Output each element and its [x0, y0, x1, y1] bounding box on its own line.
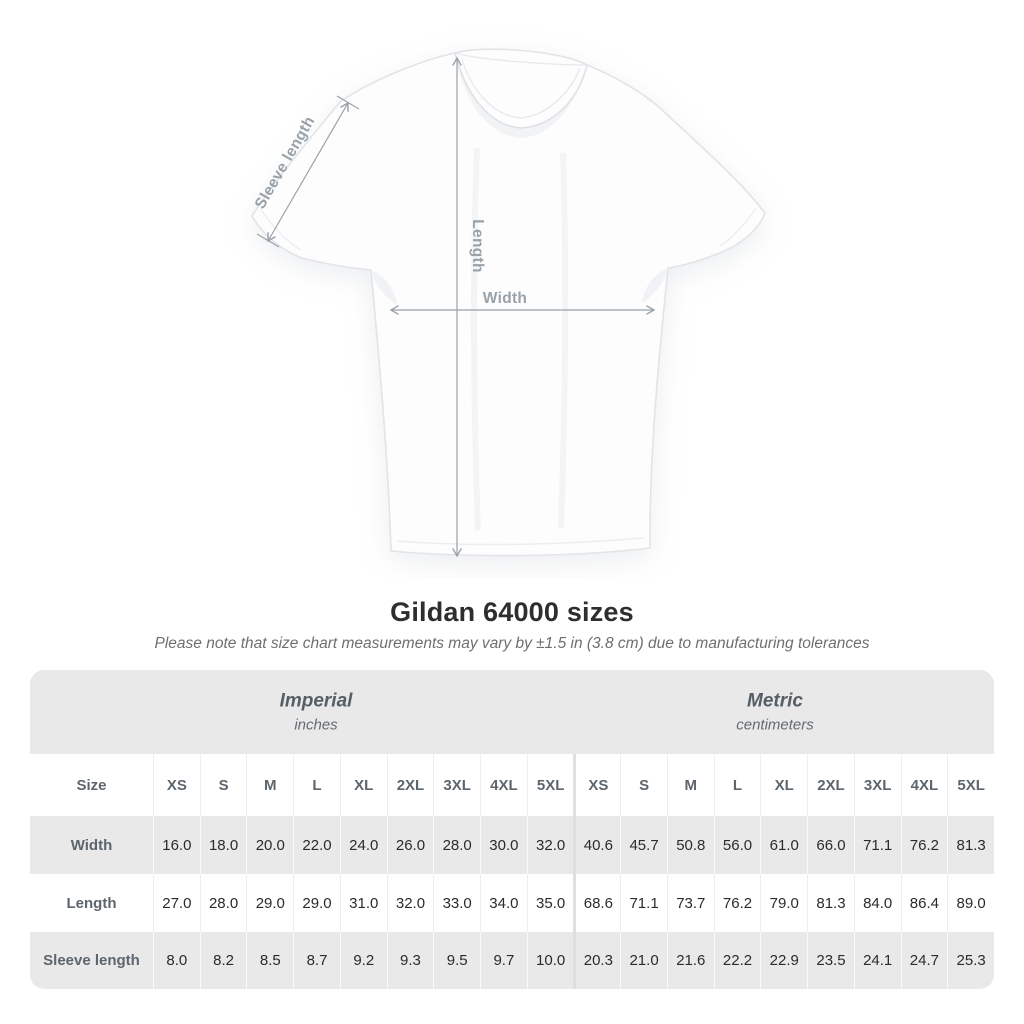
measurement-value-cell: 28.0 [433, 816, 480, 874]
measurement-value-cell: 9.3 [386, 932, 434, 989]
measurement-value-cell: 76.2 [900, 816, 948, 874]
metric-group-header: Metric centimeters [736, 691, 814, 734]
width-label: Width [483, 290, 527, 307]
measurement-value-cell: 89.0 [947, 874, 994, 932]
measurement-value-cell: 10.0 [526, 932, 574, 989]
size-header-cell: 2XL [807, 754, 854, 816]
measurement-value-cell: 20.0 [246, 816, 293, 874]
measurement-value-cell: 31.0 [339, 874, 387, 932]
tolerance-note: Please note that size chart measurements… [154, 635, 870, 652]
measurement-value-cell: 73.7 [666, 874, 714, 932]
size-header-cell: 4XL [900, 754, 948, 816]
size-header-cell: 5XL [947, 754, 994, 816]
measurement-value-cell: 29.0 [246, 874, 293, 932]
measurement-value-cell: 66.0 [807, 816, 854, 874]
measurement-value-cell: 79.0 [760, 874, 807, 932]
measurement-value-cell: 81.3 [947, 816, 994, 874]
measurement-value-cell: 40.6 [573, 816, 620, 874]
size-header-cell: M [246, 754, 293, 816]
measurement-value-cell: 76.2 [713, 874, 761, 932]
sleeve-dimension-line [267, 101, 349, 243]
sleeve-dimension-tick-bottom [256, 233, 280, 248]
measurement-value-cell: 20.3 [573, 932, 620, 989]
measurement-value-cell: 26.0 [386, 816, 434, 874]
row-label-cell: Sleeve length [43, 952, 140, 969]
tshirt-graphic [251, 48, 766, 557]
metric-label: Metric [747, 690, 803, 712]
imperial-unit-label: inches [294, 716, 338, 734]
size-header-cell: 3XL [853, 754, 901, 816]
measurement-value-cell: 9.5 [433, 932, 480, 989]
row-label-cell: Length [66, 894, 117, 912]
measurement-value-cell: 8.0 [153, 932, 200, 989]
measurement-value-cell: 56.0 [713, 816, 761, 874]
measurement-value-cell: 16.0 [153, 816, 200, 874]
measurement-value-cell: 22.2 [713, 932, 761, 989]
size-header-cell: 5XL [526, 754, 574, 816]
measurement-value-cell: 24.7 [900, 932, 948, 989]
size-column-header: Size [76, 776, 107, 794]
measurement-value-cell: 8.2 [199, 932, 247, 989]
size-header-cell: S [199, 754, 247, 816]
measurement-value-cell: 9.7 [480, 932, 527, 989]
measurement-value-cell: 28.0 [199, 874, 247, 932]
size-header-cell: XS [573, 754, 620, 816]
measurement-value-cell: 32.0 [386, 874, 434, 932]
title-block: Gildan 64000 sizes Please note that size… [0, 597, 1024, 653]
measurement-value-cell: 35.0 [526, 874, 574, 932]
measurement-value-cell: 71.1 [620, 874, 667, 932]
length-label: Length [469, 219, 486, 272]
measurement-value-cell: 27.0 [153, 874, 200, 932]
measurement-value-cell: 86.4 [900, 874, 948, 932]
imperial-group-header: Imperial inches [280, 691, 353, 734]
metric-unit-label: centimeters [736, 716, 814, 734]
measurement-value-cell: 81.3 [807, 874, 854, 932]
measurement-value-cell: 68.6 [573, 874, 620, 932]
tshirt-measurement-diagram: Sleeve length Length Width [251, 48, 766, 558]
measurement-value-cell: 8.7 [293, 932, 340, 989]
size-header-cell: XL [760, 754, 807, 816]
sleeve-dimension-tick-top [336, 95, 360, 110]
size-table-rows: Size XS S M L XL 2XL 3XL 4XL 5XL XS S M L XL 2XL 3XL 4XL 5… [30, 754, 994, 989]
measurement-value-cell: 9.2 [339, 932, 387, 989]
size-header-cell: XS [153, 754, 200, 816]
measurement-value-cell: 33.0 [433, 874, 480, 932]
size-header-cell: S [620, 754, 667, 816]
measurement-value-cell: 22.9 [760, 932, 807, 989]
size-header-cell: 4XL [480, 754, 527, 816]
measurement-value-cell: 21.0 [620, 932, 667, 989]
measurement-value-cell: 45.7 [620, 816, 667, 874]
page-title: Gildan 64000 sizes [390, 597, 634, 627]
size-header-cell: XL [339, 754, 387, 816]
size-header-cell: L [293, 754, 340, 816]
measurement-value-cell: 61.0 [760, 816, 807, 874]
measurement-value-cell: 84.0 [853, 874, 901, 932]
measurement-value-cell: 71.1 [853, 816, 901, 874]
measurement-value-cell: 25.3 [947, 932, 994, 989]
measurement-value-cell: 50.8 [666, 816, 714, 874]
measurement-value-cell: 24.1 [853, 932, 901, 989]
measurement-value-cell: 34.0 [480, 874, 527, 932]
size-header-cell: L [713, 754, 761, 816]
measurement-value-cell: 18.0 [199, 816, 247, 874]
size-header-cell: M [666, 754, 714, 816]
size-header-cell: 3XL [433, 754, 480, 816]
imperial-label: Imperial [279, 690, 353, 712]
measurement-value-cell: 21.6 [666, 932, 714, 989]
table-group-header: Imperial inches Metric centimeters [30, 670, 994, 754]
measurement-value-cell: 23.5 [807, 932, 854, 989]
measurement-value-cell: 24.0 [339, 816, 387, 874]
size-table: Imperial inches Metric centimeters Size X… [30, 670, 994, 989]
size-header-cell: 2XL [386, 754, 434, 816]
row-label-cell: Width [70, 836, 113, 854]
measurement-value-cell: 8.5 [246, 932, 293, 989]
measurement-value-cell: 29.0 [293, 874, 340, 932]
measurement-value-cell: 32.0 [526, 816, 574, 874]
measurement-value-cell: 22.0 [293, 816, 340, 874]
measurement-value-cell: 30.0 [480, 816, 527, 874]
